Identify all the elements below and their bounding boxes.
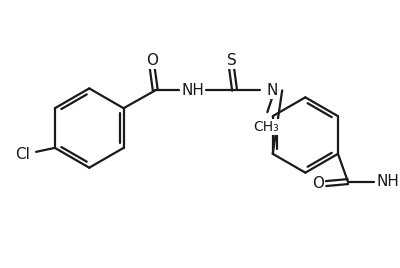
Text: O: O <box>312 176 324 191</box>
Text: NH: NH <box>376 174 399 189</box>
Text: NH: NH <box>182 83 204 98</box>
Text: N: N <box>266 83 278 98</box>
Text: Cl: Cl <box>15 147 30 162</box>
Text: CH₃: CH₃ <box>254 120 279 134</box>
Text: O: O <box>146 53 158 68</box>
Text: S: S <box>227 53 236 68</box>
